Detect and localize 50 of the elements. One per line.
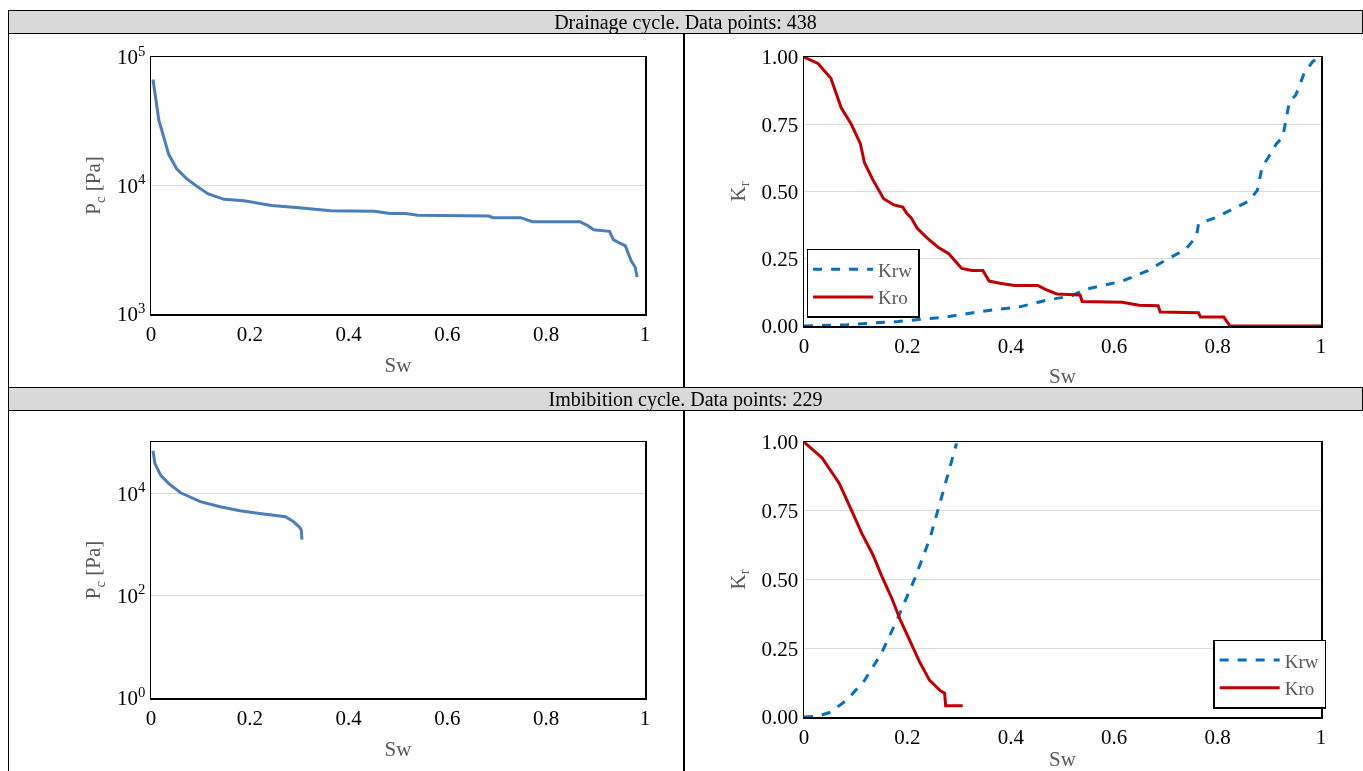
y-tick-label: 0.75 bbox=[761, 112, 799, 137]
legend-label: Kro bbox=[1284, 678, 1315, 700]
x-tick-label: 0.8 bbox=[533, 705, 560, 730]
x-tick-label: 1 bbox=[1315, 724, 1327, 749]
chart-title: Drainage cycle. Data points: 438 bbox=[8, 10, 1363, 34]
x-axis-title: Sw bbox=[384, 352, 413, 377]
y-tick-label: 1.00 bbox=[761, 45, 799, 70]
x-axis-title: Sw bbox=[1049, 747, 1077, 771]
y-tick-label: 0.25 bbox=[761, 636, 799, 661]
y-tick-label: 0.50 bbox=[761, 567, 799, 592]
y-tick-label: 0.00 bbox=[761, 705, 799, 730]
y-tick-label: 10$^{0}$ bbox=[116, 683, 146, 711]
chart-title: Imbibition cycle. Data points: 229 bbox=[8, 387, 1363, 411]
x-tick-label: 0 bbox=[798, 333, 810, 358]
y-tick-label: 10$^{3}$ bbox=[116, 299, 146, 327]
x-tick-label: 0.2 bbox=[236, 705, 263, 730]
x-tick-label: 0.8 bbox=[1204, 724, 1231, 749]
x-axis-title: Sw bbox=[1049, 364, 1077, 388]
x-tick-label: 0.6 bbox=[434, 321, 461, 346]
legend-label: Krw bbox=[878, 259, 913, 281]
x-axis-title: Sw bbox=[384, 736, 413, 761]
x-tick-label: 0.2 bbox=[894, 333, 921, 358]
x-tick-label: 0.6 bbox=[434, 705, 461, 730]
x-tick-label: 0 bbox=[145, 705, 157, 730]
y-tick-label: 10$^{4}$ bbox=[116, 171, 146, 198]
x-tick-label: 0 bbox=[145, 321, 157, 346]
y-tick-label: 1.00 bbox=[761, 430, 799, 455]
x-tick-label: 0.6 bbox=[1101, 333, 1128, 358]
x-tick-label: 0.2 bbox=[894, 724, 921, 749]
y-tick-label: 0.00 bbox=[761, 314, 799, 339]
legend-label: Krw bbox=[1284, 650, 1319, 672]
x-tick-label: 1 bbox=[639, 705, 651, 730]
y-tick-label: 0.50 bbox=[761, 179, 799, 204]
y-tick-label: 0.25 bbox=[761, 247, 799, 272]
x-tick-label: 0 bbox=[798, 724, 810, 749]
x-tick-label: 0.8 bbox=[1204, 333, 1231, 358]
x-tick-label: 0.4 bbox=[997, 333, 1025, 358]
y-tick-label: 10$^{4}$ bbox=[116, 478, 146, 506]
x-tick-label: 1 bbox=[639, 321, 651, 346]
x-tick-label: 0.6 bbox=[1101, 724, 1128, 749]
legend-label: Kro bbox=[878, 287, 908, 309]
x-tick-label: 1 bbox=[1315, 333, 1327, 358]
x-tick-label: 0.4 bbox=[335, 705, 363, 730]
x-tick-label: 0.4 bbox=[335, 321, 363, 346]
x-tick-label: 0.2 bbox=[236, 321, 263, 346]
x-tick-label: 0.8 bbox=[533, 321, 560, 346]
x-tick-label: 0.4 bbox=[997, 724, 1025, 749]
y-tick-label: 0.75 bbox=[761, 499, 799, 524]
y-tick-label: 10$^{5}$ bbox=[116, 42, 146, 70]
y-tick-label: 10$^{2}$ bbox=[116, 581, 146, 608]
